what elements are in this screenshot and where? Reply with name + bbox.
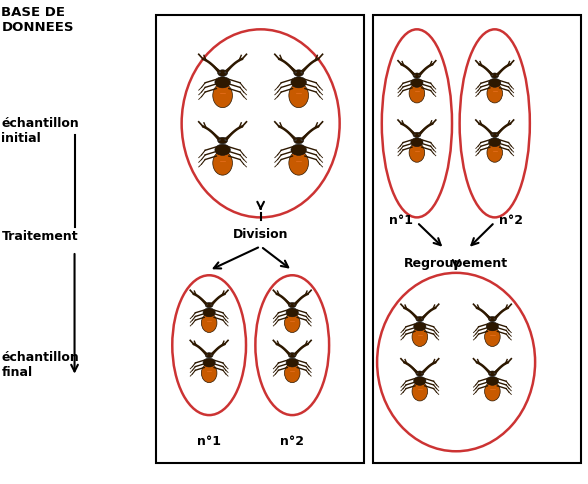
Ellipse shape <box>486 322 499 331</box>
Ellipse shape <box>492 135 493 136</box>
Ellipse shape <box>495 318 496 319</box>
Ellipse shape <box>414 322 426 331</box>
Ellipse shape <box>413 133 421 138</box>
Ellipse shape <box>201 314 217 333</box>
Ellipse shape <box>416 318 418 319</box>
Ellipse shape <box>218 71 228 77</box>
Ellipse shape <box>285 363 300 383</box>
Ellipse shape <box>201 363 217 383</box>
Bar <box>373 16 581 463</box>
Ellipse shape <box>286 308 298 317</box>
Ellipse shape <box>497 75 498 76</box>
Ellipse shape <box>422 318 423 319</box>
Ellipse shape <box>411 79 423 88</box>
Ellipse shape <box>411 138 423 147</box>
Ellipse shape <box>289 84 309 108</box>
Ellipse shape <box>285 314 300 333</box>
Ellipse shape <box>294 138 303 145</box>
Ellipse shape <box>485 328 500 347</box>
Ellipse shape <box>289 151 309 176</box>
Ellipse shape <box>225 73 227 74</box>
Ellipse shape <box>205 303 213 308</box>
Ellipse shape <box>416 317 424 322</box>
Ellipse shape <box>489 318 490 319</box>
Ellipse shape <box>491 74 499 79</box>
Ellipse shape <box>419 135 420 136</box>
Ellipse shape <box>416 371 424 377</box>
Ellipse shape <box>413 75 415 76</box>
Ellipse shape <box>218 140 220 141</box>
Ellipse shape <box>211 304 212 305</box>
Ellipse shape <box>203 308 215 317</box>
Ellipse shape <box>497 135 498 136</box>
Ellipse shape <box>286 359 298 367</box>
Ellipse shape <box>211 354 212 355</box>
Ellipse shape <box>288 353 296 358</box>
Ellipse shape <box>422 373 423 374</box>
Ellipse shape <box>294 304 296 305</box>
Ellipse shape <box>203 359 215 367</box>
Ellipse shape <box>206 354 207 355</box>
Ellipse shape <box>215 145 230 156</box>
Ellipse shape <box>215 77 230 89</box>
Ellipse shape <box>489 138 501 147</box>
Ellipse shape <box>487 85 503 104</box>
Ellipse shape <box>419 75 420 76</box>
Ellipse shape <box>414 377 426 385</box>
Ellipse shape <box>213 151 232 176</box>
Ellipse shape <box>301 140 303 141</box>
Text: n°2: n°2 <box>280 434 304 447</box>
Ellipse shape <box>409 144 425 163</box>
Ellipse shape <box>409 85 425 104</box>
Ellipse shape <box>294 354 296 355</box>
Bar <box>156 16 364 463</box>
Ellipse shape <box>225 140 227 141</box>
Ellipse shape <box>295 140 296 141</box>
Ellipse shape <box>495 373 496 374</box>
Text: BASE DE
DONNEES: BASE DE DONNEES <box>1 6 74 34</box>
Text: Regroupement: Regroupement <box>404 257 508 270</box>
Ellipse shape <box>492 75 493 76</box>
Ellipse shape <box>413 135 415 136</box>
Ellipse shape <box>487 144 503 163</box>
Ellipse shape <box>294 71 303 77</box>
Ellipse shape <box>301 73 303 74</box>
Ellipse shape <box>206 304 207 305</box>
Ellipse shape <box>205 353 213 358</box>
Ellipse shape <box>213 84 232 108</box>
Text: Division: Division <box>233 227 288 241</box>
Ellipse shape <box>416 373 418 374</box>
Ellipse shape <box>489 317 496 322</box>
Ellipse shape <box>491 133 499 138</box>
Ellipse shape <box>291 77 306 89</box>
Ellipse shape <box>489 79 501 88</box>
Text: échantillon
final: échantillon final <box>1 350 79 378</box>
Ellipse shape <box>291 145 306 156</box>
Ellipse shape <box>412 328 427 347</box>
Text: n°1: n°1 <box>389 214 413 227</box>
Text: échantillon
initial: échantillon initial <box>1 117 79 145</box>
Ellipse shape <box>289 354 290 355</box>
Text: n°2: n°2 <box>499 214 523 227</box>
Ellipse shape <box>485 382 500 401</box>
Ellipse shape <box>289 304 290 305</box>
Text: Traitement: Traitement <box>1 230 78 243</box>
Ellipse shape <box>218 138 228 145</box>
Ellipse shape <box>288 303 296 308</box>
Ellipse shape <box>489 373 490 374</box>
Text: n°1: n°1 <box>197 434 221 447</box>
Ellipse shape <box>218 73 220 74</box>
Ellipse shape <box>295 73 296 74</box>
Ellipse shape <box>489 371 496 377</box>
Ellipse shape <box>412 382 427 401</box>
Ellipse shape <box>486 377 499 385</box>
Ellipse shape <box>413 74 421 79</box>
